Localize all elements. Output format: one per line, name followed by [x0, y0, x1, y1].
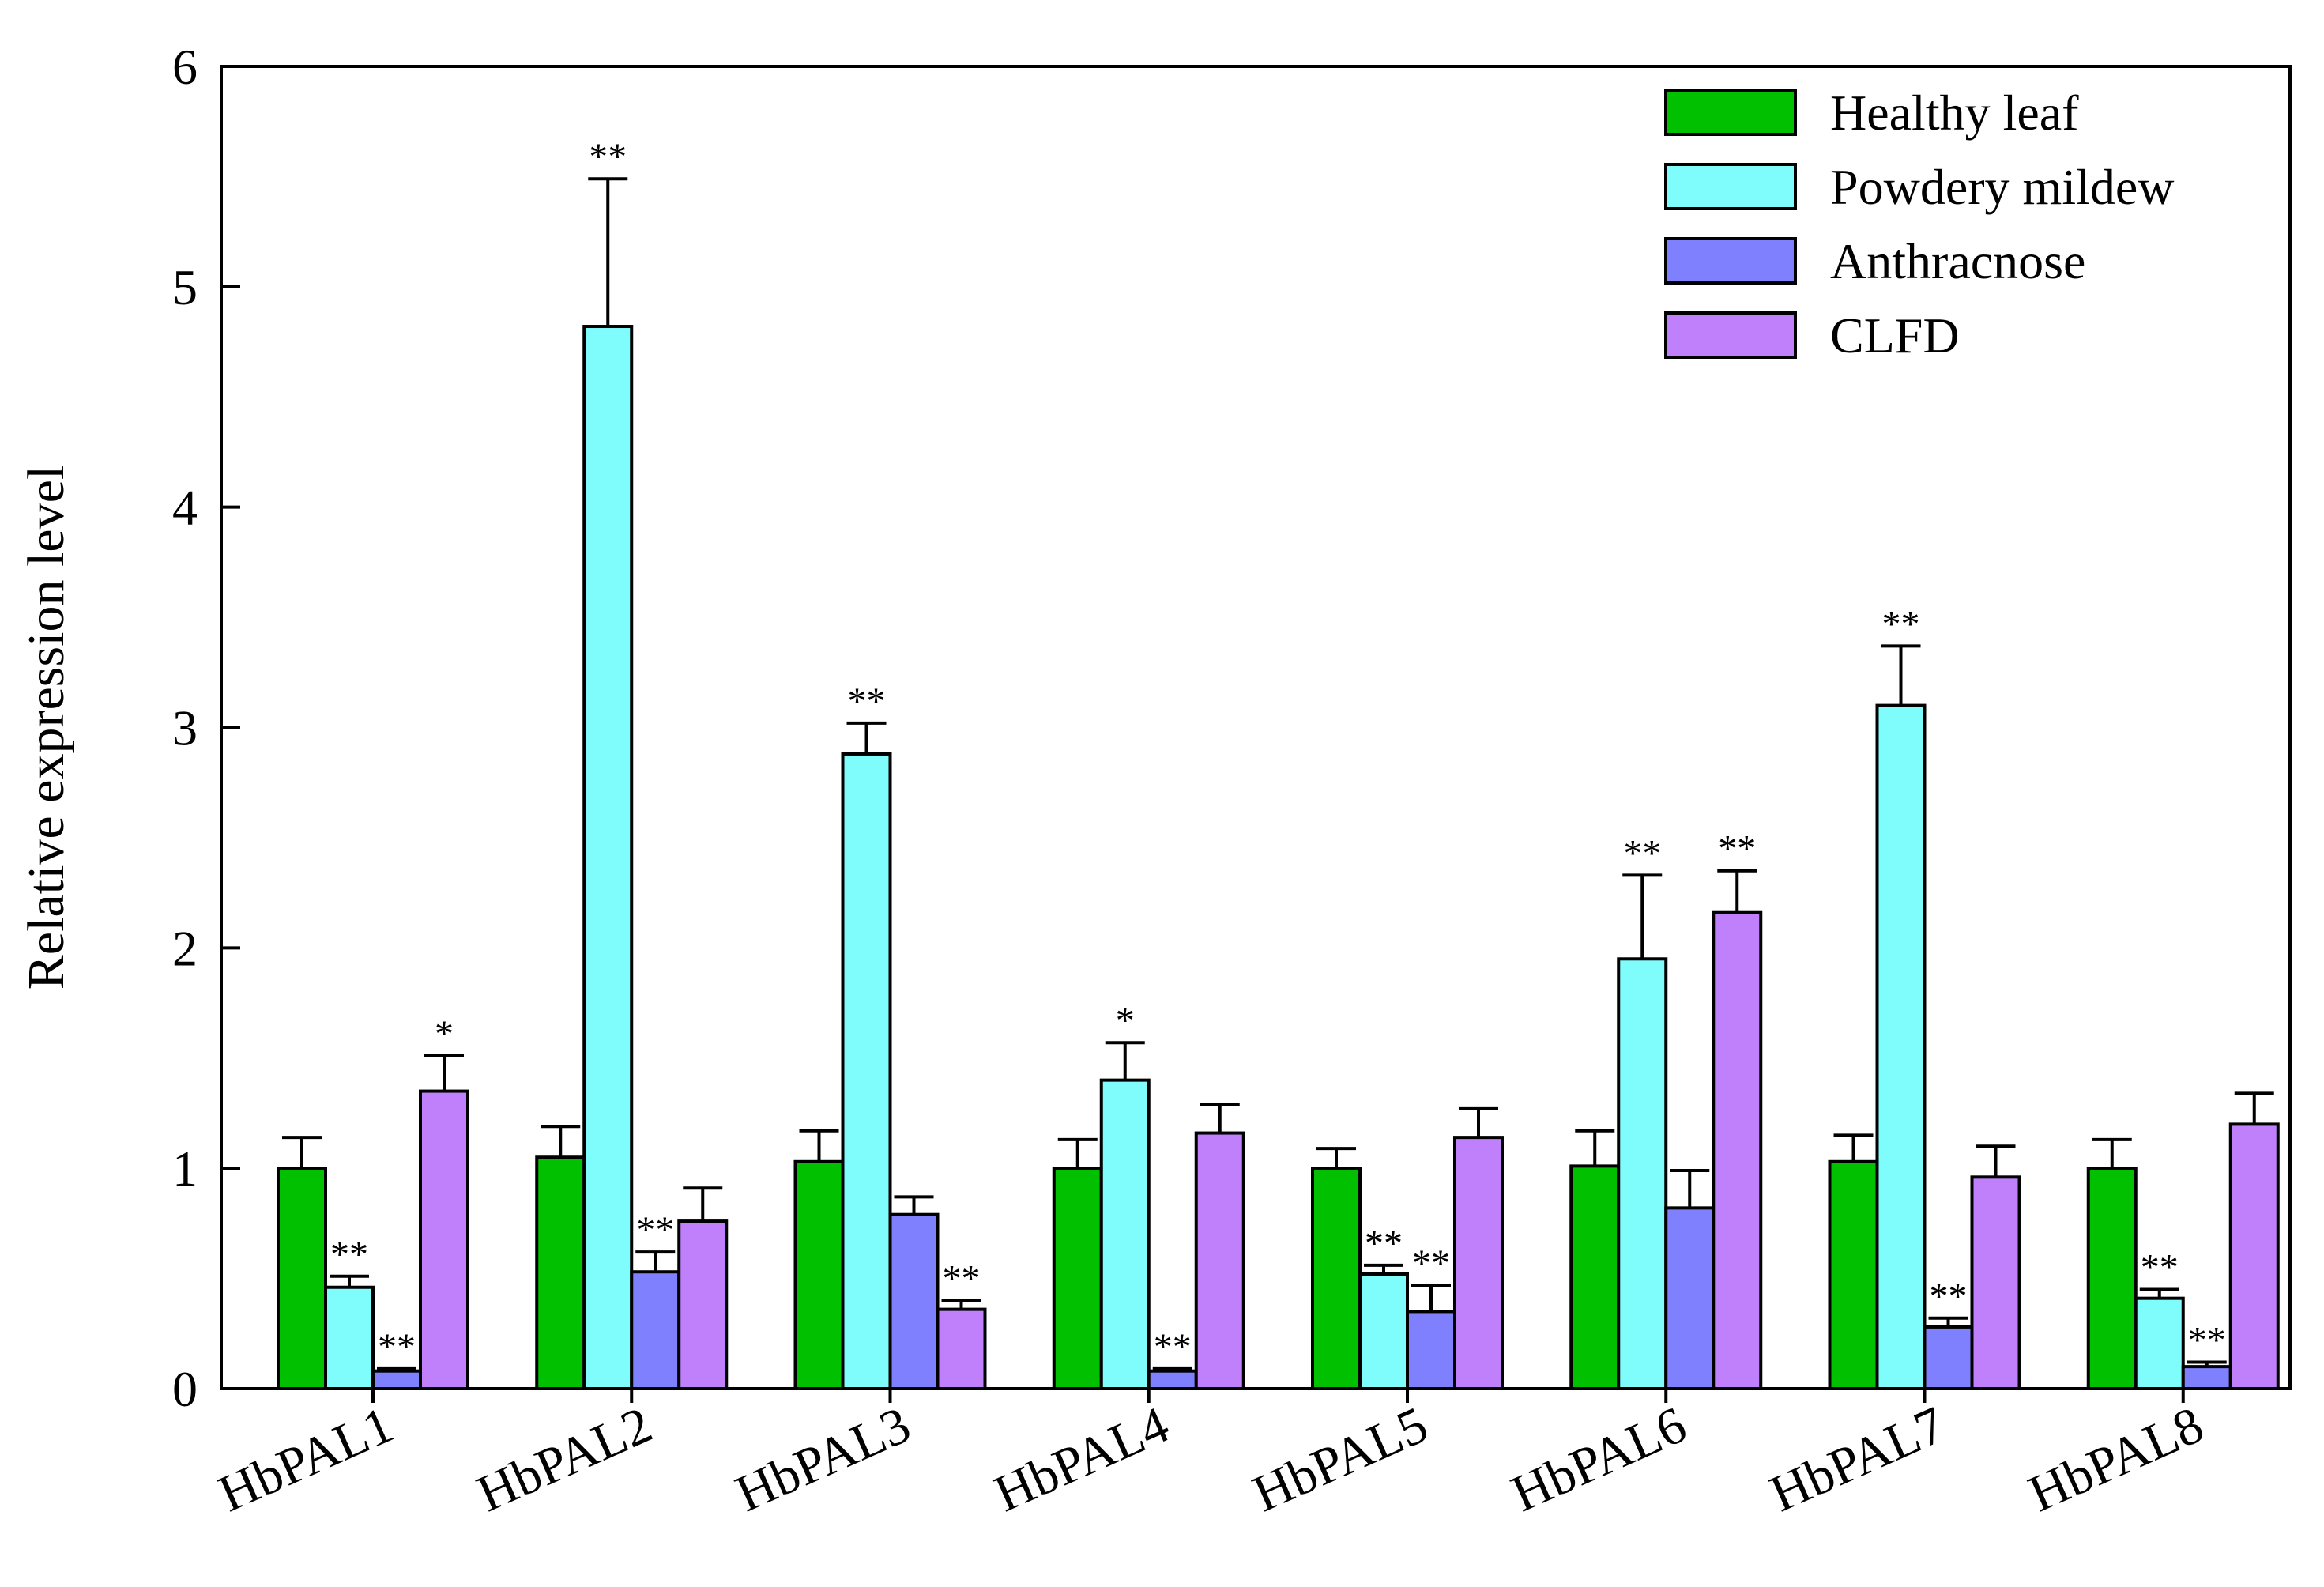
legend: Healthy leaf Powdery mildew Anthracnose CLF…: [1664, 85, 2175, 364]
significance-marker: **: [2188, 1320, 2226, 1362]
bar-HbPAL5-3: [1453, 1136, 1504, 1390]
bar-HbPAL5-1: [1358, 1272, 1409, 1391]
bar-HbPAL3-1: [841, 752, 892, 1390]
bars-layer: [277, 325, 2280, 1391]
significance-marker: **: [636, 1209, 674, 1251]
x-tick-label: HbPAL7: [1762, 1396, 1953, 1523]
bar-HbPAL8-0: [2086, 1167, 2138, 1390]
x-tick-label: HbPAL1: [210, 1396, 401, 1523]
bar-HbPAL6-1: [1617, 957, 1668, 1390]
error-bars-layer: [282, 177, 2274, 1371]
bar-HbPAL8-3: [2228, 1122, 2280, 1391]
legend-swatch-3: [1664, 311, 1797, 359]
legend-swatch-1: [1664, 163, 1797, 210]
legend-swatch-2: [1664, 237, 1797, 285]
bar-HbPAL7-3: [1970, 1175, 2021, 1390]
bar-HbPAL7-0: [1828, 1159, 1879, 1390]
x-tick-label: HbPAL6: [1503, 1396, 1694, 1523]
bar-HbPAL8-1: [2134, 1296, 2185, 1391]
bar-HbPAL2-0: [535, 1155, 586, 1390]
significance-marker: **: [1882, 603, 1920, 645]
x-tick-label: HbPAL2: [469, 1396, 660, 1523]
bar-HbPAL1-3: [419, 1089, 469, 1390]
significance-marker: *: [1116, 1000, 1135, 1042]
bar-HbPAL7-2: [1923, 1325, 1974, 1390]
significance-marker: **: [1154, 1326, 1192, 1368]
x-tick-label: HbPAL8: [2021, 1396, 2212, 1523]
bar-HbPAL4-2: [1147, 1369, 1198, 1391]
significance-layer: ****************** **** **********: [330, 136, 2226, 1368]
bar-HbPAL8-2: [2181, 1365, 2232, 1391]
bar-HbPAL4-1: [1099, 1078, 1151, 1390]
bar-HbPAL2-1: [582, 325, 634, 1391]
bar-HbPAL1-1: [324, 1285, 375, 1391]
significance-marker: **: [1412, 1242, 1450, 1284]
legend-label: Powdery mildew: [1830, 159, 2175, 215]
y-axis: 0 1 2 3 4 5 6: [172, 39, 240, 1417]
bar-HbPAL1-0: [277, 1167, 327, 1390]
bar-HbPAL4-0: [1052, 1167, 1103, 1390]
legend-label: Anthracnose: [1830, 233, 2085, 289]
bar-HbPAL3-0: [793, 1159, 845, 1390]
x-tick-label: HbPAL3: [728, 1396, 919, 1523]
significance-marker: *: [435, 1013, 454, 1055]
significance-marker: **: [1623, 832, 1661, 874]
significance-marker: **: [589, 136, 627, 178]
significance-marker: **: [1930, 1276, 1968, 1317]
bar-HbPAL1-2: [371, 1369, 422, 1391]
legend-label: CLFD: [1830, 307, 1960, 364]
y-tick-label: 4: [172, 480, 198, 536]
significance-marker: **: [2141, 1247, 2179, 1289]
y-tick-label: 3: [172, 700, 198, 756]
y-tick-label: 1: [172, 1140, 198, 1197]
bar-HbPAL6-3: [1712, 910, 1763, 1390]
legend-label: Healthy leaf: [1830, 85, 2079, 141]
bar-HbPAL6-2: [1664, 1206, 1716, 1391]
bar-HbPAL2-2: [630, 1270, 681, 1391]
significance-marker: **: [330, 1234, 368, 1276]
x-axis: HbPAL1 HbPAL2 HbPAL3 HbPAL4 HbPAL5 HbPAL6 HbPA…: [210, 1389, 2212, 1523]
significance-marker: **: [1718, 828, 1756, 870]
y-tick-label: 5: [172, 259, 198, 315]
bar-HbPAL2-3: [677, 1219, 729, 1390]
y-tick-label: 2: [172, 920, 198, 976]
bar-HbPAL5-0: [1311, 1167, 1362, 1390]
y-tick-label: 0: [172, 1361, 198, 1417]
significance-marker: **: [378, 1326, 416, 1368]
x-tick-label: HbPAL4: [986, 1396, 1177, 1523]
y-axis-label: Relative expression level: [17, 466, 75, 990]
significance-marker: **: [943, 1257, 981, 1299]
bar-HbPAL5-2: [1406, 1310, 1456, 1390]
x-tick-label: HbPAL5: [1245, 1396, 1436, 1523]
bar-HbPAL6-0: [1569, 1164, 1621, 1390]
bar-HbPAL4-3: [1194, 1131, 1245, 1390]
significance-marker: **: [1365, 1223, 1403, 1265]
bar-HbPAL7-1: [1875, 703, 1927, 1390]
bar-HbPAL3-3: [936, 1307, 987, 1390]
significance-marker: **: [848, 680, 886, 722]
bar-HbPAL3-2: [888, 1212, 940, 1391]
legend-swatch-0: [1664, 89, 1797, 136]
y-tick-label: 6: [172, 39, 198, 95]
